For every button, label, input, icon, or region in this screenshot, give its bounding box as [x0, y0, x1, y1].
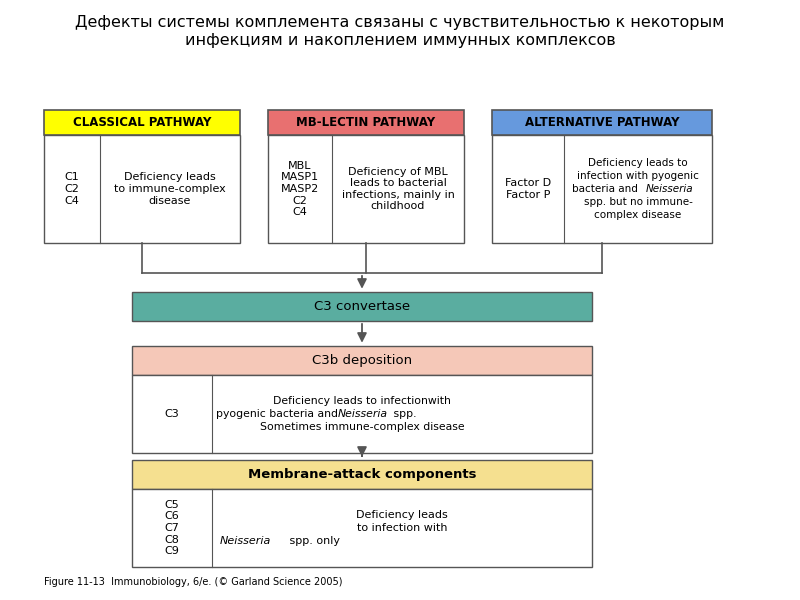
Text: to infection with: to infection with	[357, 523, 447, 533]
Text: Factor D
Factor P: Factor D Factor P	[505, 178, 551, 200]
Bar	[268, 110, 464, 135]
Text: bacteria and: bacteria and	[572, 184, 641, 194]
Text: Neisseria: Neisseria	[646, 184, 694, 194]
Bar	[132, 346, 592, 375]
Bar	[44, 135, 240, 243]
Text: Дефекты системы комплемента связаны с чувствительностью к некоторым: Дефекты системы комплемента связаны с чу…	[75, 15, 725, 30]
Text: C3 convertase: C3 convertase	[314, 300, 410, 313]
Text: Deficiency of MBL
leads to bacterial
infections, mainly in
childhood: Deficiency of MBL leads to bacterial inf…	[342, 167, 454, 211]
Text: Neisseria: Neisseria	[338, 409, 388, 419]
Text: infection with pyogenic: infection with pyogenic	[577, 171, 699, 181]
Text: C3: C3	[165, 409, 179, 419]
Bar	[132, 292, 592, 321]
Text: Figure 11-13  Immunobiology, 6/e. (© Garland Science 2005): Figure 11-13 Immunobiology, 6/e. (© Garl…	[44, 577, 342, 587]
Text: C3b deposition: C3b deposition	[312, 354, 412, 367]
Text: Deficiency leads: Deficiency leads	[356, 510, 448, 520]
Text: spp. but no immune-: spp. but no immune-	[583, 197, 693, 207]
Text: complex disease: complex disease	[594, 211, 682, 220]
Text: spp. only: spp. only	[286, 536, 341, 546]
Text: Deficiency leads
to immune-complex
disease: Deficiency leads to immune-complex disea…	[114, 172, 226, 206]
Bar	[132, 460, 592, 489]
Text: C1
C2
C4: C1 C2 C4	[65, 172, 79, 206]
Text: CLASSICAL PATHWAY: CLASSICAL PATHWAY	[73, 116, 211, 129]
Bar	[492, 135, 712, 243]
Text: spp.: spp.	[390, 409, 417, 419]
Text: инфекциям и накоплением иммунных комплексов: инфекциям и накоплением иммунных комплек…	[185, 33, 615, 48]
Text: ALTERNATIVE PATHWAY: ALTERNATIVE PATHWAY	[525, 116, 679, 129]
Text: MB-LECTIN PATHWAY: MB-LECTIN PATHWAY	[297, 116, 435, 129]
Bar	[132, 375, 592, 453]
Bar	[492, 110, 712, 135]
Text: Sometimes immune-complex disease: Sometimes immune-complex disease	[260, 422, 464, 432]
Text: Neisseria: Neisseria	[220, 536, 271, 546]
Bar	[44, 110, 240, 135]
Text: Membrane-attack components: Membrane-attack components	[248, 468, 476, 481]
Bar	[132, 489, 592, 567]
Text: MBL
MASP1
MASP2
C2
C4: MBL MASP1 MASP2 C2 C4	[281, 161, 319, 217]
Bar	[268, 135, 464, 243]
Text: C5
C6
C7
C8
C9: C5 C6 C7 C8 C9	[165, 500, 179, 556]
Text: pyogenic bacteria and: pyogenic bacteria and	[216, 409, 342, 419]
Text: Deficiency leads to: Deficiency leads to	[588, 158, 688, 167]
Text: Deficiency leads to infectionwith: Deficiency leads to infectionwith	[273, 396, 451, 406]
